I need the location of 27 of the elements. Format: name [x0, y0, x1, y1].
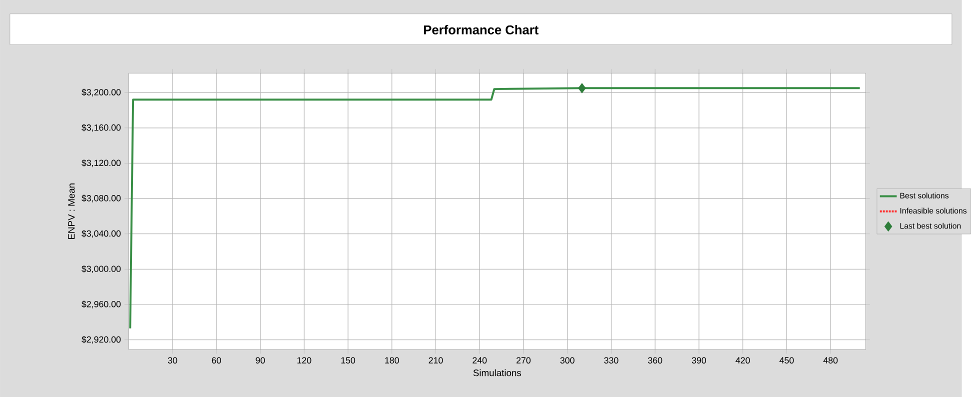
x-tick-label: 210: [428, 357, 443, 364]
y-tick-label: $3,120.00: [82, 159, 121, 167]
x-tick-label: 480: [823, 357, 838, 364]
x-tick-label: 420: [736, 357, 750, 364]
x-tick-label: 240: [472, 357, 487, 364]
x-tick-label: 150: [341, 357, 356, 364]
y-tick-label: $3,200.00: [82, 88, 121, 96]
x-tick-label: 120: [297, 357, 312, 364]
x-tick-label: 180: [385, 357, 399, 364]
y-tick-label: $2,960.00: [82, 300, 121, 308]
x-tick-label: 90: [256, 357, 265, 364]
y-tick-label: $3,000.00: [82, 265, 121, 273]
x-tick-label: 60: [212, 357, 222, 364]
y-tick-label: $3,040.00: [82, 230, 121, 238]
y-tick-label: $3,160.00: [82, 124, 121, 132]
x-tick-label: 300: [560, 357, 574, 364]
x-axis-title: Simulations: [473, 369, 522, 376]
y-tick-label: $2,920.00: [82, 336, 121, 344]
x-tick-label: 270: [516, 357, 531, 364]
x-tick-label: 360: [648, 357, 662, 364]
x-tick-label: 450: [779, 357, 794, 364]
y-tick-label: $3,080.00: [82, 194, 121, 202]
x-tick-label: 330: [604, 357, 618, 364]
y-axis-title: ENPV : Mean: [68, 183, 75, 239]
chart-title: Performance Chart: [424, 24, 538, 34]
x-tick-label: 30: [168, 357, 178, 364]
x-tick-label: 390: [692, 357, 706, 364]
